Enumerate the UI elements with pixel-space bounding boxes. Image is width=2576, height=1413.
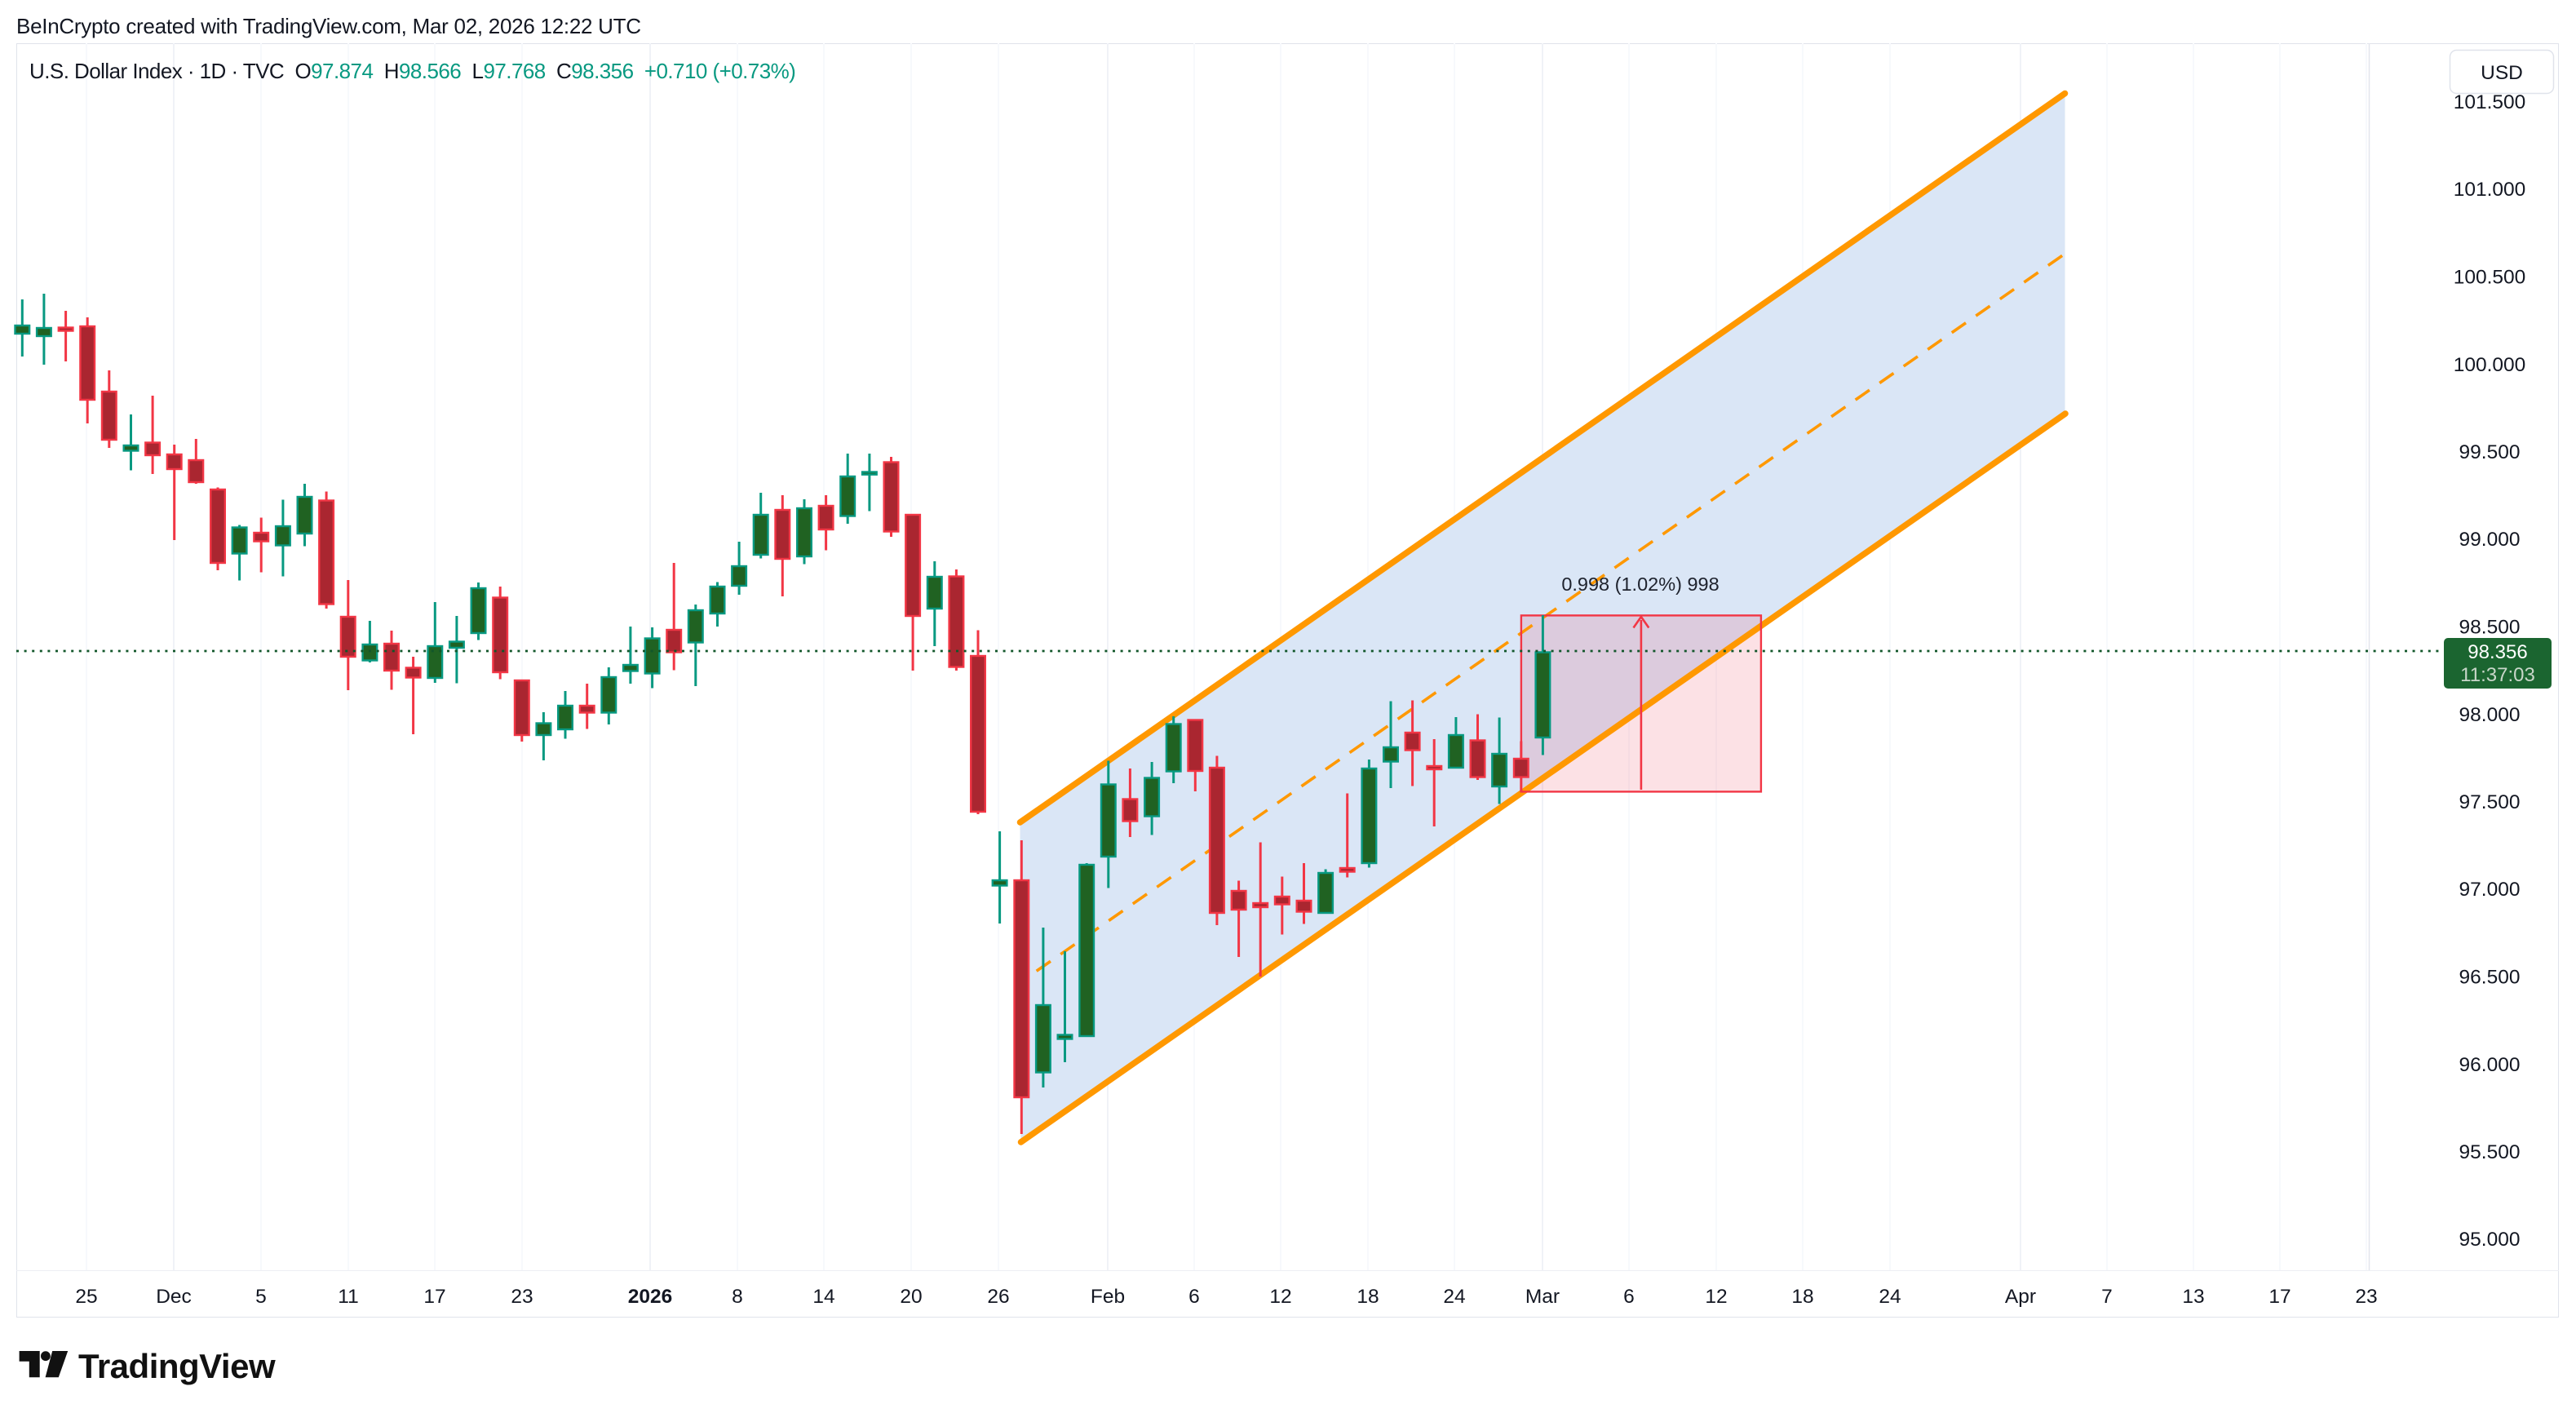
- svg-text:20: 20: [900, 1286, 922, 1308]
- svg-text:98.000: 98.000: [2459, 704, 2521, 726]
- svg-text:100.500: 100.500: [2454, 267, 2526, 289]
- svg-text:12: 12: [1269, 1286, 1291, 1308]
- svg-text:11: 11: [338, 1286, 358, 1308]
- svg-text:23: 23: [511, 1286, 533, 1308]
- svg-text:6: 6: [1188, 1286, 1200, 1308]
- svg-text:11:37:03: 11:37:03: [2460, 664, 2535, 686]
- svg-text:24: 24: [1879, 1286, 1901, 1308]
- svg-text:97.500: 97.500: [2459, 791, 2521, 813]
- svg-text:12: 12: [1705, 1286, 1727, 1308]
- svg-text:96.000: 96.000: [2459, 1054, 2521, 1076]
- svg-text:97.000: 97.000: [2459, 879, 2521, 901]
- svg-text:7: 7: [2101, 1286, 2113, 1308]
- svg-text:18: 18: [1791, 1286, 1813, 1308]
- svg-text:100.000: 100.000: [2454, 354, 2526, 376]
- svg-text:18: 18: [1357, 1286, 1379, 1308]
- svg-text:6: 6: [1623, 1286, 1635, 1308]
- svg-text:Mar: Mar: [1525, 1286, 1560, 1308]
- svg-text:101.000: 101.000: [2454, 179, 2526, 201]
- svg-text:25: 25: [75, 1286, 97, 1308]
- svg-text:98.500: 98.500: [2459, 617, 2521, 639]
- svg-text:U.S. Dollar Index · 1D · TVC: U.S. Dollar Index · 1D · TVC O97.874 H98…: [29, 59, 795, 83]
- svg-text:13: 13: [2182, 1286, 2204, 1308]
- svg-text:Apr: Apr: [2005, 1286, 2036, 1308]
- svg-text:Feb: Feb: [1091, 1286, 1125, 1308]
- svg-text:TradingView: TradingView: [78, 1347, 276, 1385]
- svg-text:USD: USD: [2481, 62, 2523, 84]
- svg-text:5: 5: [255, 1286, 267, 1308]
- svg-text:98.356: 98.356: [2468, 641, 2527, 663]
- svg-text:95.500: 95.500: [2459, 1141, 2521, 1163]
- svg-text:14: 14: [812, 1286, 834, 1308]
- svg-text:99.000: 99.000: [2459, 529, 2521, 551]
- svg-text:Dec: Dec: [156, 1286, 192, 1308]
- svg-text:101.500: 101.500: [2454, 91, 2526, 113]
- svg-text:26: 26: [987, 1286, 1009, 1308]
- svg-text:2026: 2026: [628, 1286, 673, 1308]
- svg-text:17: 17: [423, 1286, 445, 1308]
- svg-text:95.000: 95.000: [2459, 1229, 2521, 1251]
- svg-text:24: 24: [1443, 1286, 1465, 1308]
- svg-text:96.500: 96.500: [2459, 967, 2521, 989]
- svg-text:BeInCrypto created with Tradin: BeInCrypto created with TradingView.com,…: [16, 14, 641, 38]
- svg-text:0.998 (1.02%) 998: 0.998 (1.02%) 998: [1561, 574, 1719, 595]
- svg-text:23: 23: [2355, 1286, 2377, 1308]
- svg-text:99.500: 99.500: [2459, 441, 2521, 463]
- svg-text:17: 17: [2268, 1286, 2291, 1308]
- svg-text:8: 8: [732, 1286, 743, 1308]
